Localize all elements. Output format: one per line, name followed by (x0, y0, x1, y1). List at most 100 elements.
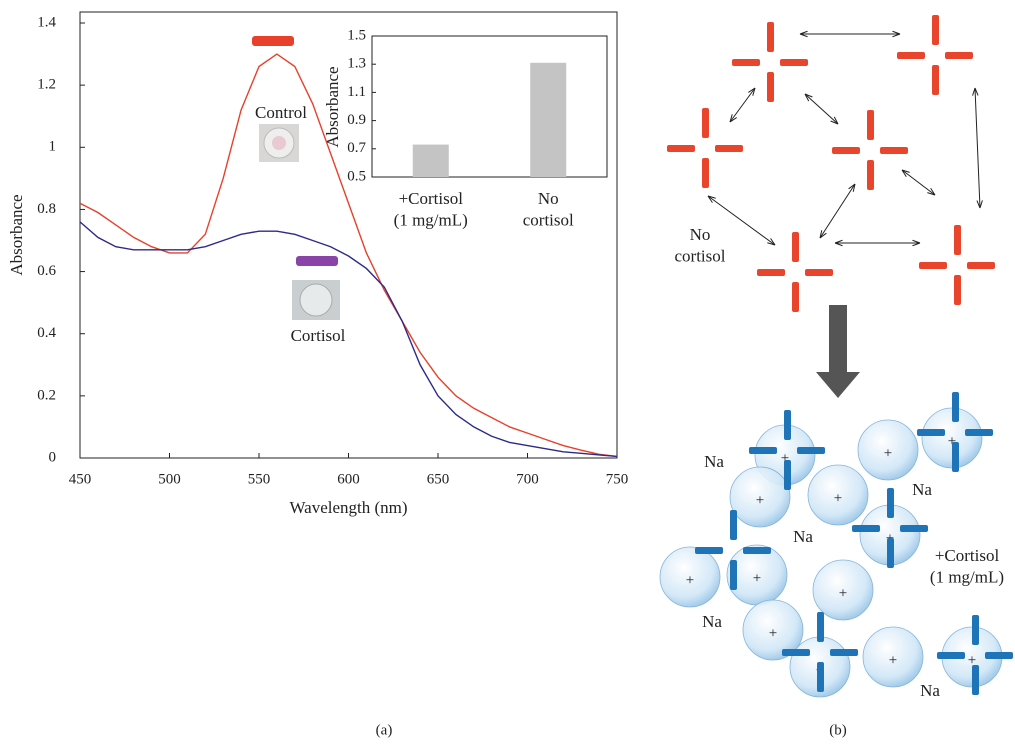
interaction-arrow (974, 87, 981, 209)
ion-symbol: + (756, 492, 764, 508)
arrow-head (834, 239, 843, 247)
ligand-arm (702, 108, 709, 138)
ligand-arm (880, 147, 908, 154)
x-tick-label: No cortisol (523, 189, 574, 229)
y-tick-label: 1.2 (37, 77, 56, 93)
ligand-arm (954, 225, 961, 255)
particle (729, 466, 791, 528)
arrow-head (901, 169, 910, 177)
ligand-arm (702, 158, 709, 188)
interaction-arrow (729, 87, 756, 123)
ion-symbol: + (839, 585, 847, 601)
ion-label: Na (793, 527, 813, 546)
x-tick-label: 500 (158, 471, 181, 487)
ion-symbol: + (968, 652, 976, 668)
particle (659, 546, 721, 608)
process-arrow (816, 305, 860, 398)
ligand-arm (867, 160, 874, 190)
ligand-arm (780, 59, 808, 66)
y-tick-label: 0 (49, 449, 57, 465)
ligand-arm (945, 52, 973, 59)
ion-symbol: + (884, 445, 892, 461)
ion-label: Na (912, 480, 932, 499)
particle (857, 419, 919, 481)
x-tick-label: 700 (516, 471, 539, 487)
ligand-arm (952, 442, 959, 472)
ligand-arm (817, 612, 824, 642)
y-tick-label: 1.3 (347, 56, 366, 72)
arrow-head (976, 200, 983, 209)
ligand-arm (952, 392, 959, 422)
panel-label: (b) (829, 722, 847, 738)
ligand-arm (782, 649, 810, 656)
ligand-arm (917, 429, 945, 436)
interaction-arrow (804, 93, 839, 125)
particle (812, 559, 874, 621)
x-axis-label: Wavelength (nm) (289, 498, 407, 517)
y-tick-label: 0.2 (37, 387, 56, 403)
ligand-arm (730, 560, 737, 590)
y-axis-label: Absorbance (323, 66, 342, 147)
ligand-arm (767, 72, 774, 102)
ligand-arm (730, 510, 737, 540)
y-tick-label: 0.4 (37, 325, 56, 341)
x-tick-label: 750 (606, 471, 629, 487)
inset-frame (371, 35, 608, 178)
series-label: Control (255, 103, 307, 122)
ion-label: Na (704, 452, 724, 471)
ligand-arm (887, 538, 894, 568)
particle (807, 464, 869, 526)
ligand-arm (749, 447, 777, 454)
arrow-head (912, 239, 921, 247)
ligand-arm (954, 275, 961, 305)
y-tick-label: 1 (49, 139, 57, 155)
x-tick-label: 650 (427, 471, 450, 487)
ion-symbol: + (948, 433, 956, 449)
y-tick-label: 0.6 (37, 263, 56, 279)
ion-symbol: + (781, 450, 789, 466)
ligand-arm (919, 262, 947, 269)
ligand-arm (715, 145, 743, 152)
ligand-arm (932, 65, 939, 95)
ligand-arm (985, 652, 1013, 659)
ligand-arm (784, 460, 791, 490)
data-line (79, 221, 618, 458)
arrow-head (830, 116, 839, 125)
arrow-head (729, 114, 737, 123)
state-label: No cortisol (675, 225, 726, 265)
ligand-arm (937, 652, 965, 659)
ligand-arm (887, 488, 894, 518)
ion-symbol: + (769, 625, 777, 641)
ion-symbol: + (889, 652, 897, 668)
ion-label: Na (702, 612, 722, 631)
ligand-arm (897, 52, 925, 59)
ligand-arm (972, 615, 979, 645)
state-label: +Cortisol (1 mg/mL) (930, 546, 1004, 586)
arrow-head (748, 87, 756, 96)
ligand-arm (792, 282, 799, 312)
ligand-arm (830, 649, 858, 656)
arrow-head (799, 30, 808, 38)
particle (742, 599, 804, 661)
bar (412, 144, 449, 177)
x-tick-label: 450 (69, 471, 92, 487)
arrow-head (804, 93, 813, 102)
ligand-arm (832, 147, 860, 154)
arrow-head (707, 195, 716, 203)
ion-symbol: + (834, 490, 842, 506)
interaction-arrow (819, 183, 856, 239)
x-tick-label: 600 (337, 471, 360, 487)
ion-label: Na (920, 681, 940, 700)
ligand-arm (767, 22, 774, 52)
panel-label: (a) (376, 722, 393, 738)
color-swatch (252, 36, 294, 46)
interaction-arrow (901, 169, 936, 196)
ligand-arm (900, 525, 928, 532)
x-tick-label: 550 (248, 471, 271, 487)
ligand-arm (867, 110, 874, 140)
ion-symbol: + (753, 570, 761, 586)
y-tick-label: 0.5 (347, 168, 366, 184)
x-tick-label: +Cortisol (1 mg/mL) (394, 189, 468, 229)
ligand-arm (852, 525, 880, 532)
